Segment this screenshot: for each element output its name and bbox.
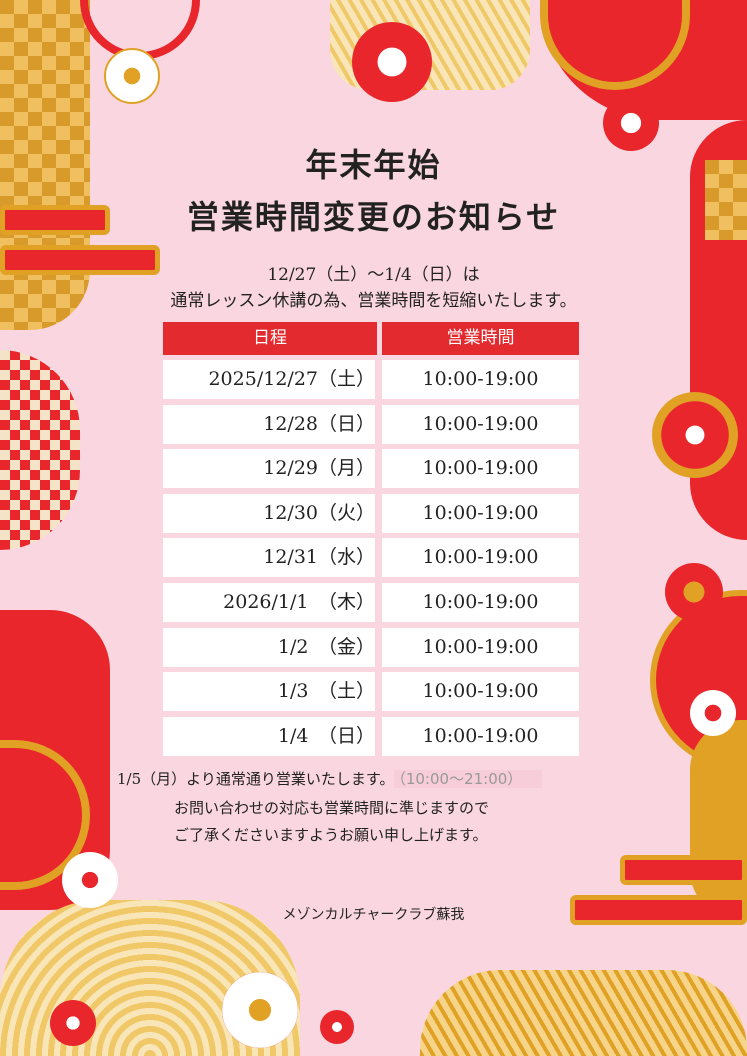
page-subtitle: 営業時間変更のお知らせ [186, 198, 561, 236]
year-text: 2025/ [208, 368, 264, 390]
date-cell: 1/3 （土） [163, 672, 375, 712]
day-text: 12/27（土） [263, 368, 375, 390]
plum-flower-icon [603, 95, 659, 151]
red-bar [620, 855, 747, 885]
regular-hours: （10:00～21:00） [394, 770, 543, 788]
page-title: 年末年始 [305, 146, 442, 184]
reopen-note: 1/5（月）より通常通り営業いたします。 （10:00～21:00） [117, 768, 543, 789]
date-cell: 12/30（火） [163, 493, 375, 533]
day-text: 1/2 （金） [277, 635, 375, 658]
plum-flower-icon [104, 48, 160, 104]
gold-pattern-bottom-right [420, 970, 747, 1056]
inquiry-note: お問い合わせの対応も営業時間に準じますので [174, 799, 490, 817]
gold-check-pattern [0, 0, 90, 330]
hours-cell: 10:00-19:00 [382, 360, 579, 399]
day-text: 12/30（火） [263, 501, 375, 524]
hours-cell: 10:00-19:00 [382, 538, 579, 578]
gold-wave-right [690, 720, 747, 920]
red-bar [570, 895, 747, 925]
reopen-text: 1/5（月）より通常通り営業いたします。 [117, 770, 395, 788]
date-text: 1/4 （日） [175, 717, 375, 756]
date-cell: 2026/1/1 （木） [163, 583, 375, 622]
red-check-pattern [0, 350, 80, 550]
intro-line-1: 12/27（土）～1/4（日）は [267, 265, 480, 285]
hours-cell: 10:00-19:00 [382, 672, 579, 712]
plum-flower-icon [50, 1000, 96, 1046]
apology-note: ご了承くださいますようお願い申し上げます。 [174, 826, 488, 844]
red-bar [0, 245, 160, 275]
header-hours: 営業時間 [382, 322, 579, 355]
day-text: 1/1 （木） [277, 591, 375, 613]
date-text: 1/3 （土） [175, 672, 375, 711]
date-text: 12/28（日） [175, 405, 375, 444]
plum-flower-icon [62, 852, 118, 908]
day-text: 1/3 （土） [277, 680, 375, 703]
date-text: 12/29（月） [175, 449, 375, 488]
date-text: 1/2 （金） [175, 628, 375, 667]
date-cell: 12/29（月） [163, 449, 375, 489]
date-cell: 12/31（水） [163, 538, 375, 578]
club-name: メゾンカルチャークラブ蘇我 [282, 907, 465, 923]
day-text: 12/28（日） [263, 412, 375, 435]
date-cell: 12/28（日） [163, 404, 375, 444]
date-cell: 1/4 （日） [163, 716, 375, 756]
year-text: 2026/ [223, 591, 278, 613]
intro-line-2: 通常レッスン休講の為、営業時間を短縮いたします。 [170, 291, 577, 311]
date-text: 2026/1/1 （木） [175, 583, 375, 622]
header-date: 日程 [163, 322, 377, 355]
day-text: 1/4 （日） [277, 724, 375, 747]
plum-flower-icon [352, 22, 432, 102]
plum-flower-icon [320, 1010, 354, 1044]
gold-check-patch [705, 160, 747, 240]
hours-cell: 10:00-19:00 [382, 627, 579, 667]
date-cell: 2025/12/27（土） [163, 360, 375, 399]
day-text: 12/29（月） [263, 457, 375, 480]
plum-flower-icon [222, 972, 298, 1048]
plum-flower-icon [690, 690, 736, 736]
day-text: 12/31（水） [263, 546, 375, 569]
hours-cell: 10:00-19:00 [382, 404, 579, 444]
red-bar [0, 205, 110, 235]
date-cell: 1/2 （金） [163, 627, 375, 667]
hours-cell: 10:00-19:00 [382, 583, 579, 622]
plum-flower-icon [652, 392, 738, 478]
hours-cell: 10:00-19:00 [382, 493, 579, 533]
plum-flower-icon [665, 563, 723, 621]
date-text: 12/31（水） [175, 538, 375, 577]
hours-cell: 10:00-19:00 [382, 449, 579, 489]
date-text: 12/30（火） [175, 494, 375, 533]
date-text: 2025/12/27（土） [175, 360, 375, 399]
hours-cell: 10:00-19:00 [382, 716, 579, 756]
